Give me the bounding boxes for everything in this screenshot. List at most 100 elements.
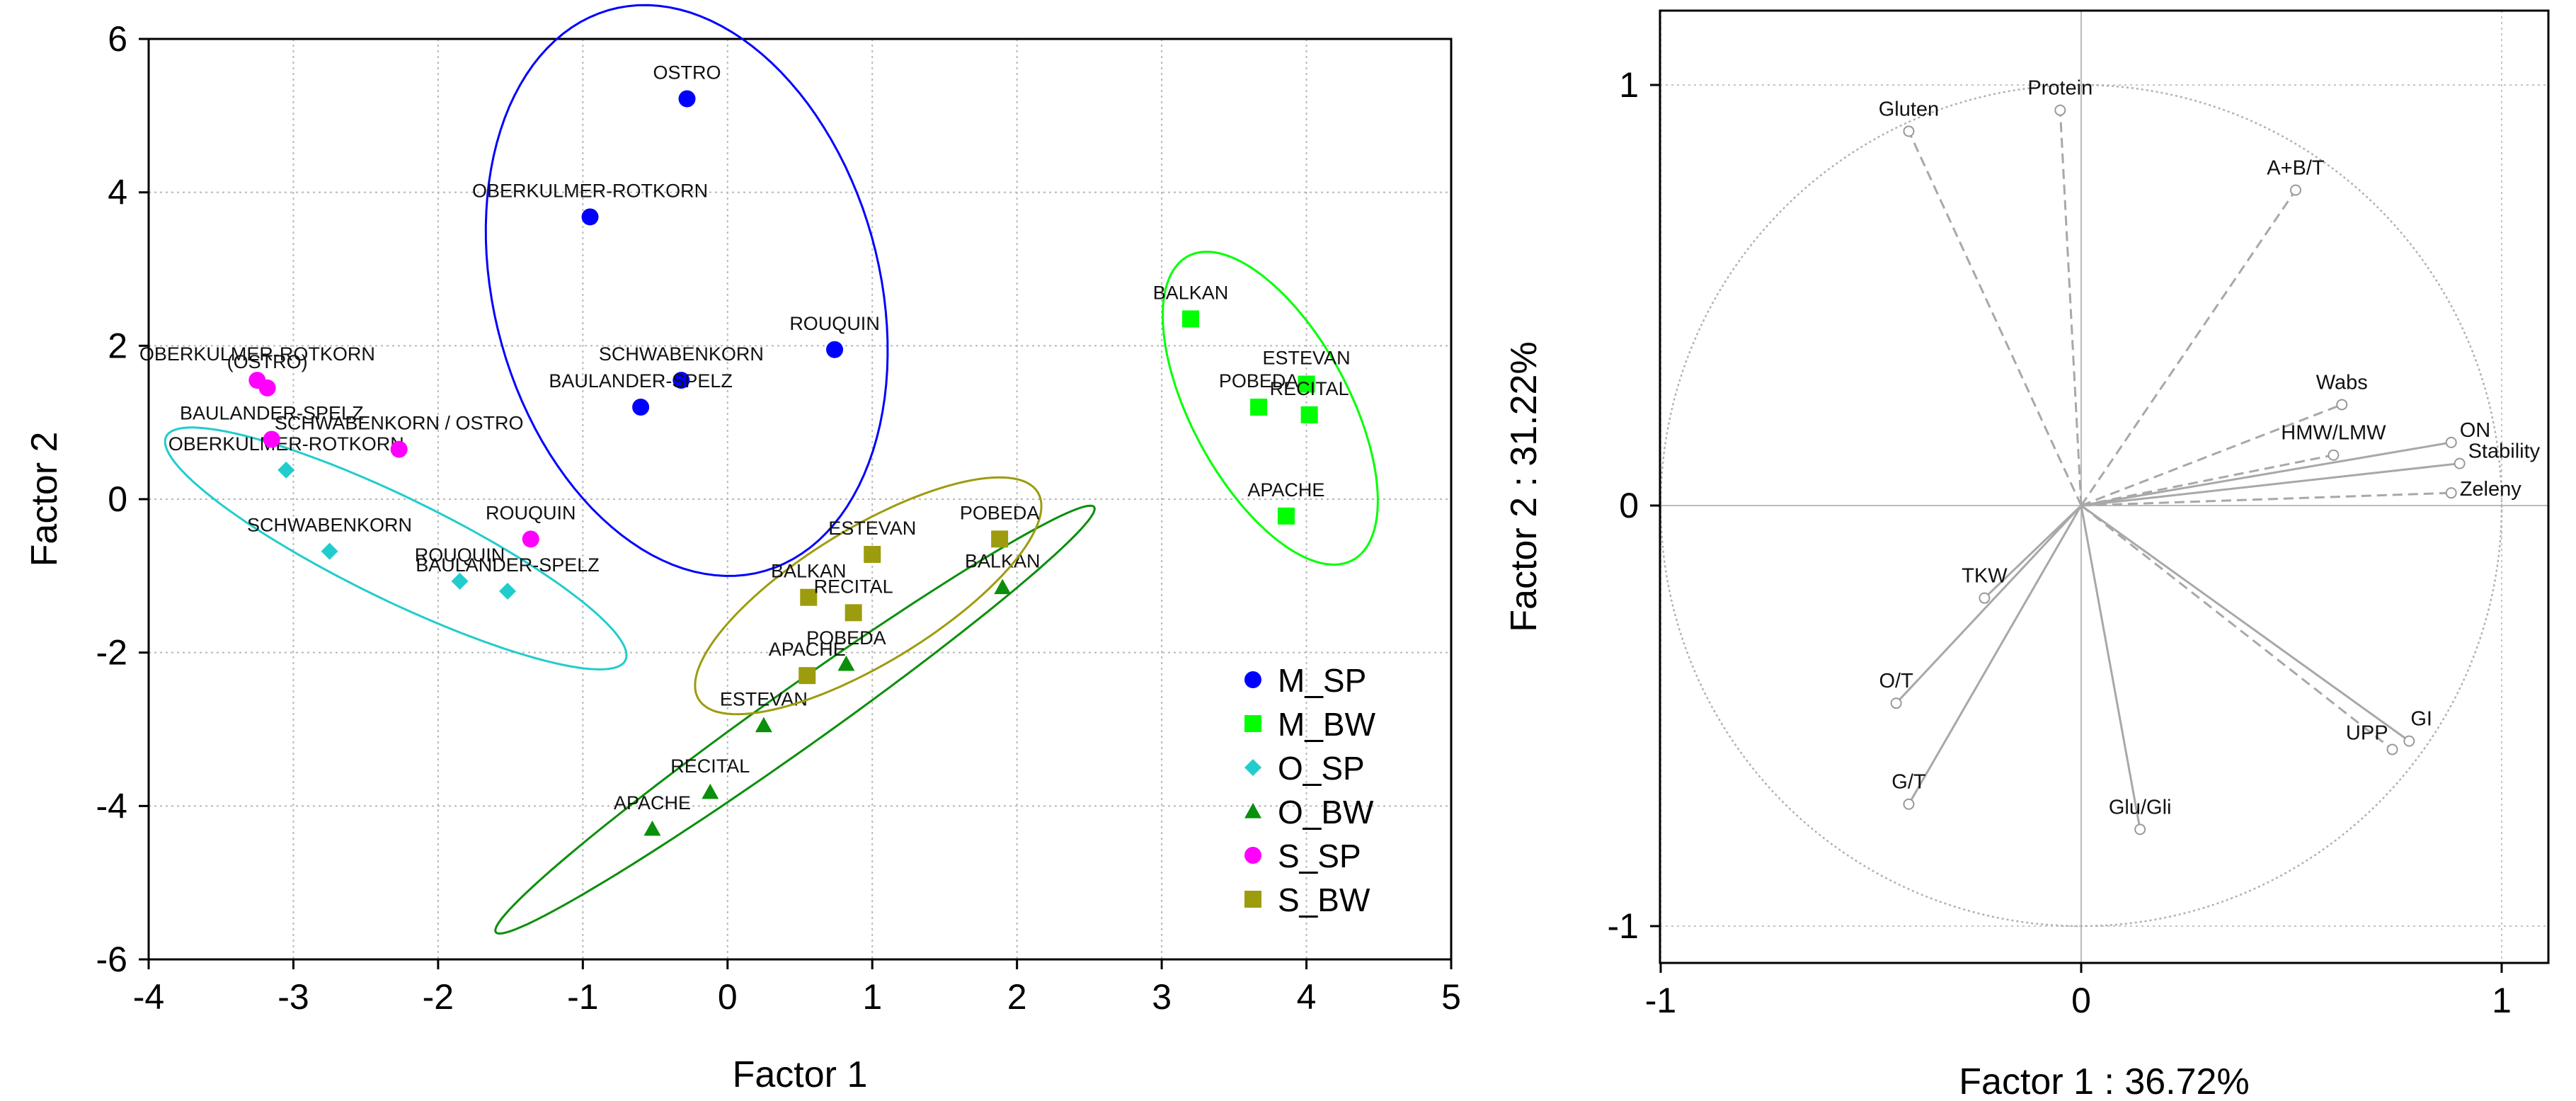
confidence-ellipse	[694, 476, 1043, 716]
loading-point	[1903, 125, 1915, 137]
plot-frame	[147, 38, 1453, 961]
loading-vector	[2080, 441, 2451, 507]
plot-frame	[1659, 9, 2550, 964]
point-label: BAULANDER-SPELZ	[549, 370, 733, 392]
x-tick-label: 0	[718, 977, 738, 1017]
loading-point	[1979, 592, 1991, 604]
x-tick-label: 3	[1152, 977, 1172, 1017]
x-tick-label: -2	[423, 977, 454, 1017]
loading-label: Stability	[2468, 440, 2541, 463]
confidence-ellipse	[1161, 251, 1379, 566]
loading-point	[1890, 697, 1902, 709]
confidence-ellipse	[494, 504, 1096, 935]
data-point	[798, 667, 816, 685]
legend-marker	[1244, 847, 1261, 864]
legend-label: S_SP	[1278, 838, 1361, 874]
data-point	[672, 372, 690, 389]
loading-label: HMW/LMW	[2281, 422, 2386, 445]
data-point	[632, 399, 650, 416]
point-label: BAULANDER-SPELZ	[416, 554, 600, 576]
y-tick-label: 2	[108, 326, 127, 365]
point-label: POBEDA	[960, 502, 1040, 523]
legend-label: M_SP	[1278, 662, 1366, 699]
y-tick-label: -4	[96, 786, 127, 826]
y-tick-label: 0	[108, 479, 127, 519]
loading-label: Wabs	[2316, 371, 2368, 394]
data-point	[499, 583, 517, 600]
x-tick-label: 5	[1441, 977, 1461, 1017]
legend-marker	[1244, 891, 1261, 908]
gridlines	[149, 39, 1451, 959]
series-s-sp: OBERKULMER-ROTKORN(OSTRO)BAULANDER-SPELZ…	[139, 343, 576, 548]
data-point	[702, 783, 719, 799]
point-label: RECITAL	[1270, 378, 1349, 399]
point-label: BALKAN	[965, 551, 1041, 572]
series-o-bw: BALKAN POBEDA ESTEVAN RECITAL APACHE	[494, 504, 1096, 935]
data-point	[390, 440, 408, 458]
x-tick-label: 1	[862, 977, 882, 1017]
loading-label: GI	[2410, 708, 2432, 731]
y-axis-title: Factor 2 : 31.22%	[1504, 341, 1545, 632]
legend-label: O_SP	[1278, 750, 1365, 787]
loading-point	[2386, 743, 2398, 755]
point-label: ESTEVAN	[828, 518, 916, 539]
loading-label: G/T	[1891, 771, 1926, 794]
loading-point	[1903, 798, 1915, 810]
y-tick-label: -2	[96, 633, 127, 673]
data-point	[258, 379, 276, 397]
loading-vector	[2080, 504, 2410, 742]
y-tick-label: 6	[108, 19, 127, 59]
loading-point	[2445, 436, 2457, 448]
legend-label: M_BW	[1278, 706, 1376, 743]
unit-circle	[1659, 84, 2503, 928]
data-point	[522, 530, 539, 548]
data-point	[991, 530, 1009, 548]
y-tick-label: 0	[1619, 486, 1639, 525]
point-label: RECITAL	[670, 755, 750, 777]
loading-label: Protein	[2027, 77, 2093, 100]
data-point	[845, 604, 862, 622]
x-tick-label: -1	[1645, 981, 1676, 1020]
legend: M_SP M_BW O_SP O_BW S_SP S_BW	[1244, 662, 1376, 918]
x-tick-label: 4	[1297, 977, 1317, 1017]
data-point	[321, 542, 338, 560]
loading-point	[2289, 184, 2301, 196]
confidence-ellipse	[484, 4, 889, 577]
loading-label: A+B/T	[2267, 157, 2325, 180]
loading-vector	[2080, 504, 2393, 751]
data-point	[1298, 375, 1315, 393]
point-label: BALKAN	[771, 561, 847, 582]
loading-point	[2134, 823, 2146, 835]
y-axis-title: Factor 2	[24, 432, 65, 567]
loading-vector	[2059, 110, 2083, 506]
x-axis-title: Factor 1 : 36.72%	[1959, 1061, 2249, 1101]
data-point	[1250, 399, 1268, 416]
point-label: OSTRO	[653, 62, 721, 84]
loading-vector	[2080, 189, 2297, 506]
point-label: APACHE	[1247, 479, 1324, 501]
point-label: ESTEVAN	[720, 689, 808, 710]
data-point	[277, 461, 295, 479]
legend-marker	[1244, 803, 1261, 818]
x-tick-label: 2	[1007, 977, 1027, 1017]
loading-point	[2328, 449, 2340, 461]
point-label: POBEDA	[1219, 370, 1299, 392]
loading-label: O/T	[1879, 670, 1913, 692]
point-label: OBERKULMER-ROTKORN	[472, 180, 708, 201]
data-point	[643, 820, 661, 836]
data-point	[1300, 406, 1318, 423]
series-o-sp: OBERKULMER-ROTKORNSCHWABENKORNROUQUINBAU…	[164, 426, 628, 671]
data-point	[1182, 310, 1199, 328]
point-label: SCHWABENKORN	[599, 343, 764, 365]
data-point	[755, 717, 772, 733]
x-tick-label: -4	[133, 977, 164, 1017]
x-tick-label: 1	[2492, 981, 2512, 1020]
loading-label: Glu/Gli	[2109, 796, 2172, 818]
confidence-ellipse	[164, 426, 628, 671]
data-point	[678, 90, 696, 108]
point-label: RECITAL	[814, 576, 893, 597]
point-label: APACHE	[769, 639, 846, 660]
loading-plot: -1 0 1 1 0 -1 Factor 1 : 36.72% Factor 2 : 31.2…	[1504, 9, 2550, 1101]
